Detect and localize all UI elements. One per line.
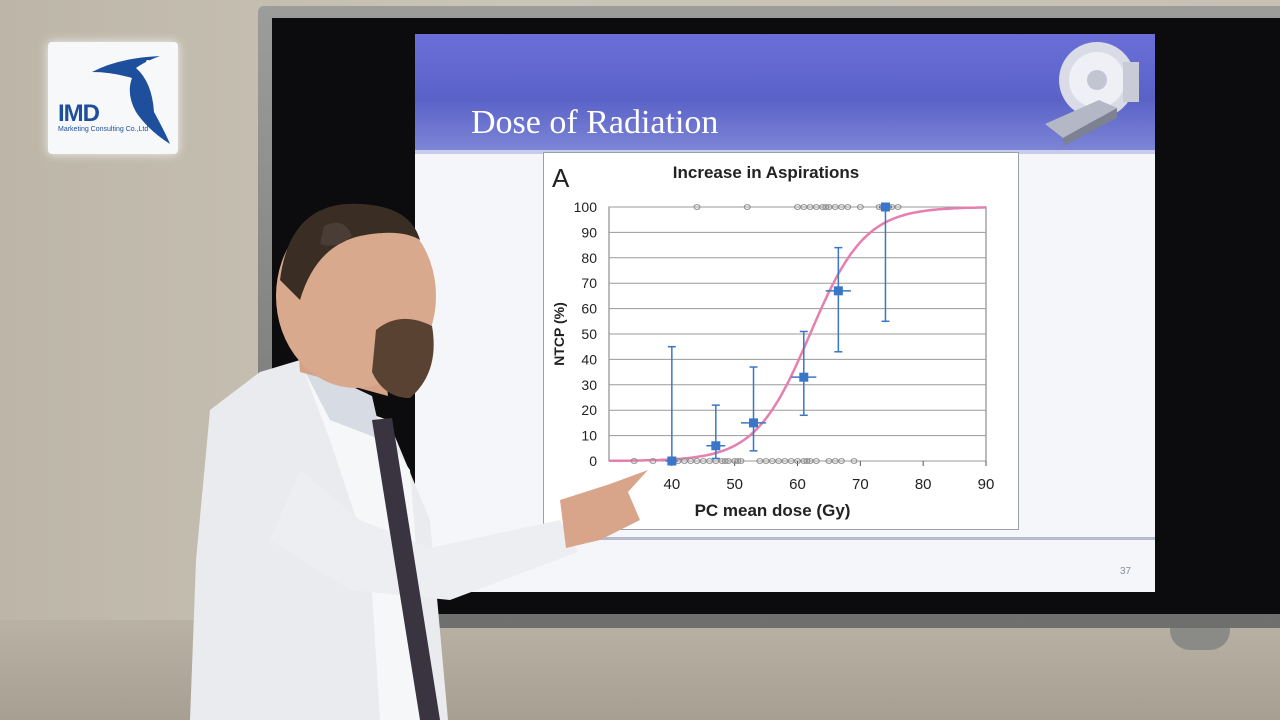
patient-marker <box>822 204 830 210</box>
y-tick-label: 60 <box>581 301 597 317</box>
y-tick-label: 40 <box>581 351 597 367</box>
x-tick-label: 70 <box>852 476 869 493</box>
patient-marker <box>894 204 902 210</box>
y-tick-label: 10 <box>581 428 597 444</box>
y-tick-label: 0 <box>589 453 597 469</box>
y-tick-label: 90 <box>581 224 597 240</box>
slide-header <box>415 34 1155 152</box>
imd-logo: IMD Marketing Consulting Co.,Ltd <box>48 42 178 154</box>
slide-title: Dose of Radiation <box>471 104 719 141</box>
y-axis-label: NTCP (%) <box>551 302 567 366</box>
patient-marker <box>693 204 701 210</box>
x-tick-label: 90 <box>978 476 995 493</box>
chart-plot: 0 10 20 30 40 50 60 70 80 90 100 40 50 60 70 80 90 PC mea… <box>551 199 995 520</box>
y-tick-label: 80 <box>581 250 597 266</box>
panel-label: A <box>552 163 570 193</box>
patient-marker <box>844 204 852 210</box>
patient-marker <box>649 458 657 464</box>
patient-marker <box>850 458 858 464</box>
x-tick-label: 80 <box>915 476 932 493</box>
slide-number: 37 <box>1120 566 1132 577</box>
y-tick-label: 30 <box>581 377 597 393</box>
patient-marker <box>734 458 742 464</box>
x-axis-label: PC mean dose (Gy) <box>695 501 851 520</box>
radiotherapy-machine-icon <box>1045 42 1139 146</box>
slide-footer-line <box>555 537 1155 540</box>
data-point <box>667 456 677 466</box>
ntcp-chart: A Increase in Aspirations 0 10 20 30 40 50 60 7… <box>543 152 1019 530</box>
y-tick-label: 100 <box>574 199 598 215</box>
data-point <box>833 286 843 296</box>
patient-marker <box>743 204 751 210</box>
y-tick-label: 20 <box>581 402 597 418</box>
patient-marker <box>803 458 811 464</box>
x-tick-label: 50 <box>726 476 743 493</box>
y-tick-label: 50 <box>581 326 597 342</box>
patient-marker <box>721 458 729 464</box>
x-tick-label: 40 <box>663 476 680 493</box>
patient-marker <box>812 458 820 464</box>
tv-mount <box>1170 628 1230 650</box>
data-point <box>749 418 759 428</box>
presentation-slide: Dose of Radiation A Increase in Aspirati… <box>415 34 1155 592</box>
data-point <box>799 372 809 382</box>
bird-logo-icon <box>92 56 170 144</box>
patient-marker <box>630 458 638 464</box>
logo-subtitle: Marketing Consulting Co.,Ltd <box>58 126 149 133</box>
y-tick-label: 70 <box>581 275 597 291</box>
patient-marker <box>837 458 845 464</box>
patient-marker <box>856 204 864 210</box>
logo-brand: IMD <box>58 100 100 127</box>
patient-marker <box>737 458 745 464</box>
x-tick-label: 60 <box>789 476 806 493</box>
chart-title: Increase in Aspirations <box>672 163 860 182</box>
data-point <box>880 202 890 212</box>
data-point <box>711 441 721 451</box>
